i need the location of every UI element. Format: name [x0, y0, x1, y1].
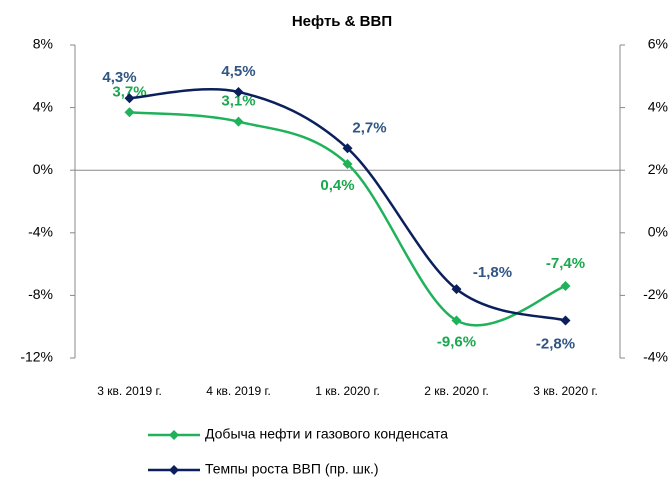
y-tick-label: 0%: [33, 161, 53, 177]
y2-tick-label: -4%: [643, 349, 668, 365]
marker: [124, 93, 135, 104]
data-label: 4,5%: [221, 63, 255, 80]
data-label: -9,6%: [437, 333, 476, 350]
legend-label: Добыча нефти и газового конденсата: [205, 426, 448, 442]
marker: [342, 158, 353, 169]
chart-title: Нефть & ВВП: [292, 13, 392, 30]
marker: [342, 143, 353, 154]
y2-tick-label: -2%: [643, 286, 668, 302]
marker: [560, 281, 571, 292]
marker: [124, 107, 135, 118]
marker: [560, 315, 571, 326]
data-label: 0,4%: [320, 177, 354, 194]
x-tick-label: 3 кв. 2019 г.: [97, 384, 162, 398]
data-label: 4,3%: [102, 69, 136, 86]
y-tick-label: 8%: [33, 36, 53, 52]
y-tick-label: 4%: [33, 98, 53, 114]
y-tick-label: -12%: [20, 349, 53, 365]
legend-marker: [169, 465, 179, 475]
data-label: -7,4%: [546, 255, 585, 272]
y2-tick-label: 6%: [648, 36, 668, 52]
series-line: [129, 111, 566, 327]
x-tick-label: 2 кв. 2020 г.: [424, 384, 489, 398]
y2-tick-label: 2%: [648, 161, 668, 177]
x-tick-label: 4 кв. 2019 г.: [206, 384, 271, 398]
series-line: [129, 88, 566, 322]
x-tick-label: 3 кв. 2020 г.: [533, 384, 598, 398]
marker: [451, 284, 462, 295]
data-label: 2,7%: [352, 119, 386, 136]
marker: [451, 315, 462, 326]
marker: [233, 86, 244, 97]
legend-label: Темпы роста ВВП (пр. шк.): [205, 461, 379, 477]
data-label: 3,1%: [221, 93, 255, 110]
y-tick-label: -8%: [28, 286, 53, 302]
y2-tick-label: 4%: [648, 98, 668, 114]
marker: [233, 116, 244, 127]
x-tick-label: 1 кв. 2020 г.: [315, 384, 380, 398]
data-label: -2,8%: [536, 335, 575, 352]
legend-marker: [169, 430, 179, 440]
data-label: -1,8%: [473, 264, 512, 281]
y-tick-label: -4%: [28, 224, 53, 240]
y2-tick-label: 0%: [648, 224, 668, 240]
